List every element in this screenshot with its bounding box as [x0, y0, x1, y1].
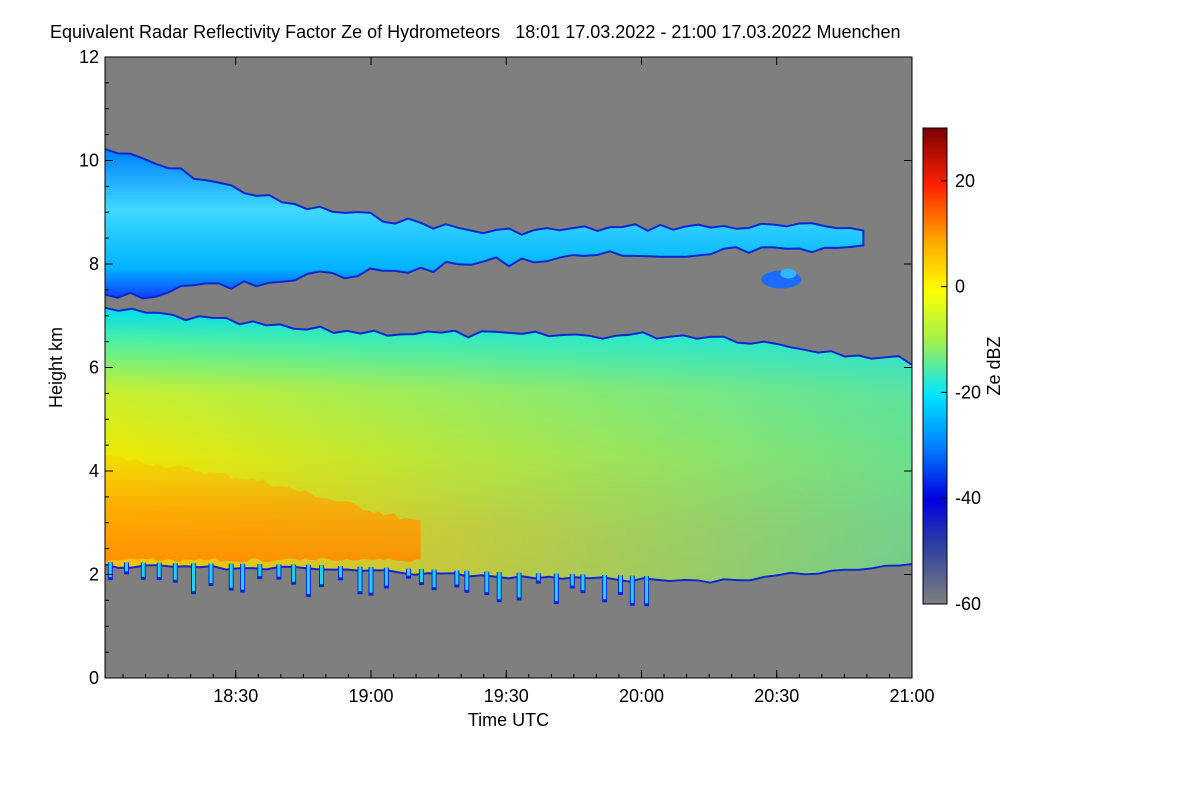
- colorbar-tick-label: -60: [955, 594, 981, 614]
- fall-streak: [141, 562, 145, 577]
- fall-streak: [108, 562, 112, 578]
- fall-streak: [455, 570, 459, 585]
- x-tick-label: 19:30: [484, 686, 529, 706]
- fall-streak: [209, 563, 213, 583]
- x-tick-label: 20:00: [619, 686, 664, 706]
- y-tick-label: 2: [89, 565, 99, 585]
- fall-streak: [157, 562, 161, 577]
- fall-streak: [384, 567, 388, 586]
- fall-streak: [258, 564, 262, 577]
- fall-streak: [536, 573, 540, 581]
- fall-streak: [619, 575, 622, 592]
- fall-streak: [645, 576, 649, 604]
- fall-streak: [339, 566, 342, 578]
- fall-streak: [173, 563, 177, 580]
- fall-streak: [465, 570, 469, 590]
- fall-streak: [192, 563, 195, 592]
- fall-streak: [432, 569, 436, 588]
- chart-title: Equivalent Radar Reflectivity Factor Ze …: [50, 22, 901, 43]
- fall-streak: [581, 574, 585, 591]
- colorbar-ticks: 20 0 -20 -40 -60: [941, 171, 981, 614]
- colorbar-tick-label: 0: [955, 277, 965, 297]
- fall-streak: [358, 566, 362, 592]
- fall-streak: [570, 574, 574, 586]
- y-axis-label: Height km: [46, 327, 66, 408]
- fall-streak: [292, 564, 296, 582]
- fall-streak: [407, 568, 410, 576]
- x-tick-label: 20:30: [754, 686, 799, 706]
- fall-streak: [420, 569, 423, 583]
- colorbar-tick-label: 20: [955, 171, 975, 191]
- y-tick-label: 12: [79, 47, 99, 67]
- colorbar-label: Ze dBZ: [984, 336, 1004, 395]
- fall-streak: [630, 575, 634, 603]
- y-tick-label: 6: [89, 358, 99, 378]
- fall-streak: [306, 564, 310, 594]
- chart-subtitle-text: 18:01 17.03.2022 - 21:00 17.03.2022 Muen…: [515, 22, 901, 42]
- fall-streak: [125, 562, 128, 572]
- echo-layers: [105, 147, 912, 607]
- fall-streak: [497, 572, 501, 600]
- y-tick-label: 4: [89, 461, 99, 481]
- fall-streak: [320, 565, 323, 585]
- colorbar: 20 0 -20 -40 -60 Ze dBZ: [922, 127, 1004, 614]
- fall-streak: [369, 567, 373, 593]
- plot-area: [104, 56, 913, 679]
- fall-streak: [229, 563, 233, 588]
- colorbar-tick-label: -20: [955, 382, 981, 402]
- y-tick-label: 10: [79, 151, 99, 171]
- cirrus-patch-core: [780, 268, 797, 279]
- x-tick-label: 21:00: [889, 686, 934, 706]
- x-axis-label: Time UTC: [468, 710, 549, 730]
- chart-title-text: Equivalent Radar Reflectivity Factor Ze …: [50, 22, 501, 42]
- colorbar-scale: [922, 127, 948, 605]
- x-axis: 18:30 19:00 19:30 20:00 20:30 21:00: [122, 57, 935, 706]
- x-tick-label: 18:30: [213, 686, 258, 706]
- fall-streak: [485, 571, 489, 593]
- fall-streak: [603, 575, 607, 600]
- echo-layer-core: [105, 455, 421, 563]
- y-axis: 0 2 4 6 8 10 12: [79, 47, 912, 688]
- echo-layer-cirrus: [105, 150, 863, 298]
- x-tick-label: 19:00: [348, 686, 393, 706]
- colorbar-tick-label: -40: [955, 488, 981, 508]
- fall-streak: [241, 563, 245, 590]
- fall-streak: [517, 572, 521, 598]
- y-tick-label: 0: [89, 668, 99, 688]
- fall-streak: [277, 564, 281, 577]
- fall-streak: [554, 573, 558, 602]
- y-tick-label: 8: [89, 254, 99, 274]
